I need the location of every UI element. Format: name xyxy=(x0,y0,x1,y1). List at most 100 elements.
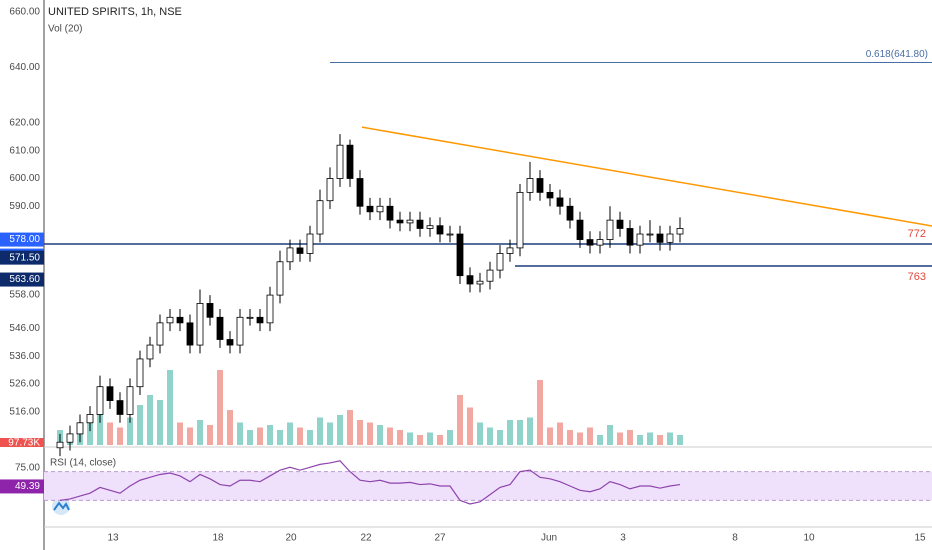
volume-bar xyxy=(557,422,563,445)
candle-body xyxy=(96,386,104,415)
volume-bar xyxy=(197,420,203,445)
price-tag-box xyxy=(0,250,44,265)
volume-bar xyxy=(257,427,263,445)
candle-body xyxy=(356,178,364,207)
x-tick-label: 3 xyxy=(620,533,626,544)
x-tick-label: 13 xyxy=(107,533,119,544)
volume-bar xyxy=(237,422,243,445)
candle-body xyxy=(66,433,74,443)
candle-body xyxy=(206,303,214,318)
volume-bar xyxy=(597,435,603,445)
volume-title: Vol (20) xyxy=(48,24,82,35)
candle-body xyxy=(586,239,594,246)
candle-body xyxy=(336,144,344,179)
candle-body xyxy=(486,269,494,282)
volume-bar xyxy=(637,435,643,445)
candle-body xyxy=(386,205,394,221)
volume-bar xyxy=(427,432,433,445)
volume-bar xyxy=(327,422,333,445)
volume-bar xyxy=(347,410,353,445)
candle-body xyxy=(56,441,64,449)
x-tick-label: 8 xyxy=(732,533,738,544)
volume-bar xyxy=(367,422,373,445)
volume-bar xyxy=(537,380,543,445)
candle-body xyxy=(236,316,244,346)
candle-body xyxy=(636,233,644,246)
candle-body xyxy=(436,225,444,235)
volume-bar xyxy=(627,430,633,445)
volume-bar xyxy=(277,430,283,445)
candle-body xyxy=(246,316,254,319)
rsi-tag: 49.39 xyxy=(15,481,40,492)
volume-bar xyxy=(437,435,443,445)
volume-bar xyxy=(657,435,663,445)
y-tick-label: 610.00 xyxy=(9,145,40,156)
candle-body xyxy=(426,225,434,229)
candle-body xyxy=(456,233,464,277)
volume-bar xyxy=(517,420,523,445)
chart-title: UNITED SPIRITS, 1h, NSE xyxy=(48,6,182,18)
candle-body xyxy=(596,239,604,246)
volume-bar xyxy=(467,407,473,445)
candle-body xyxy=(416,219,424,229)
candle-body xyxy=(516,191,524,249)
volume-bar xyxy=(317,417,323,445)
volume-bar xyxy=(457,395,463,445)
rsi-line xyxy=(59,460,681,505)
volume-bar xyxy=(587,427,593,445)
volume-bar xyxy=(177,422,183,445)
volume-bar xyxy=(247,430,253,445)
candle-body xyxy=(76,422,84,435)
volume-bar xyxy=(307,430,313,445)
logo-mark xyxy=(53,501,70,511)
volume-bar xyxy=(647,432,653,445)
price-tag-box xyxy=(0,232,44,247)
candle-body xyxy=(566,205,574,221)
candle-body xyxy=(306,233,314,254)
volume-bar xyxy=(577,432,583,445)
volume-bar xyxy=(447,430,453,445)
volume-bar xyxy=(527,417,533,445)
y-tick-label: 558.00 xyxy=(9,290,40,301)
candle-body xyxy=(376,205,384,213)
volume-bar xyxy=(267,425,273,445)
x-tick-label: 27 xyxy=(434,533,446,544)
volume-bar xyxy=(607,425,613,445)
candle-body xyxy=(406,219,414,224)
price-tag: 563.60 xyxy=(9,274,40,285)
price-tag: 571.50 xyxy=(9,252,40,263)
candle-body xyxy=(466,275,474,285)
volume-bar xyxy=(667,432,673,445)
candle-body xyxy=(156,322,164,346)
candle-body xyxy=(266,294,274,324)
candle-body xyxy=(626,228,634,246)
candle-body xyxy=(166,316,174,324)
candle-body xyxy=(526,178,534,193)
volume-tag: 97.73K xyxy=(8,438,40,449)
volume-bar xyxy=(617,432,623,445)
volume-bar xyxy=(387,427,393,445)
volume-bar xyxy=(127,417,133,445)
volume-bar xyxy=(227,410,233,445)
candle-body xyxy=(136,358,144,388)
candle-body xyxy=(256,316,264,324)
volume-bar xyxy=(407,432,413,445)
candle-body xyxy=(296,247,304,254)
x-tick-label: Jun xyxy=(541,533,557,544)
rsi-tag-box xyxy=(0,479,44,494)
y-tick-label: 640.00 xyxy=(9,62,40,73)
y-tick-label: 660.00 xyxy=(9,7,40,18)
volume-bar xyxy=(137,405,143,445)
volume-bar xyxy=(377,425,383,445)
y-tick-label: 600.00 xyxy=(9,173,40,184)
candle-body xyxy=(676,228,684,235)
volume-tag-box xyxy=(0,438,44,447)
candle-body xyxy=(86,414,94,424)
volume-bar xyxy=(157,400,163,445)
trend-line xyxy=(361,126,932,227)
rsi-tick-label: 75.00 xyxy=(15,463,40,474)
volume-bar xyxy=(97,407,103,445)
volume-bar xyxy=(417,435,423,445)
y-tick-label: 526.00 xyxy=(9,379,40,390)
